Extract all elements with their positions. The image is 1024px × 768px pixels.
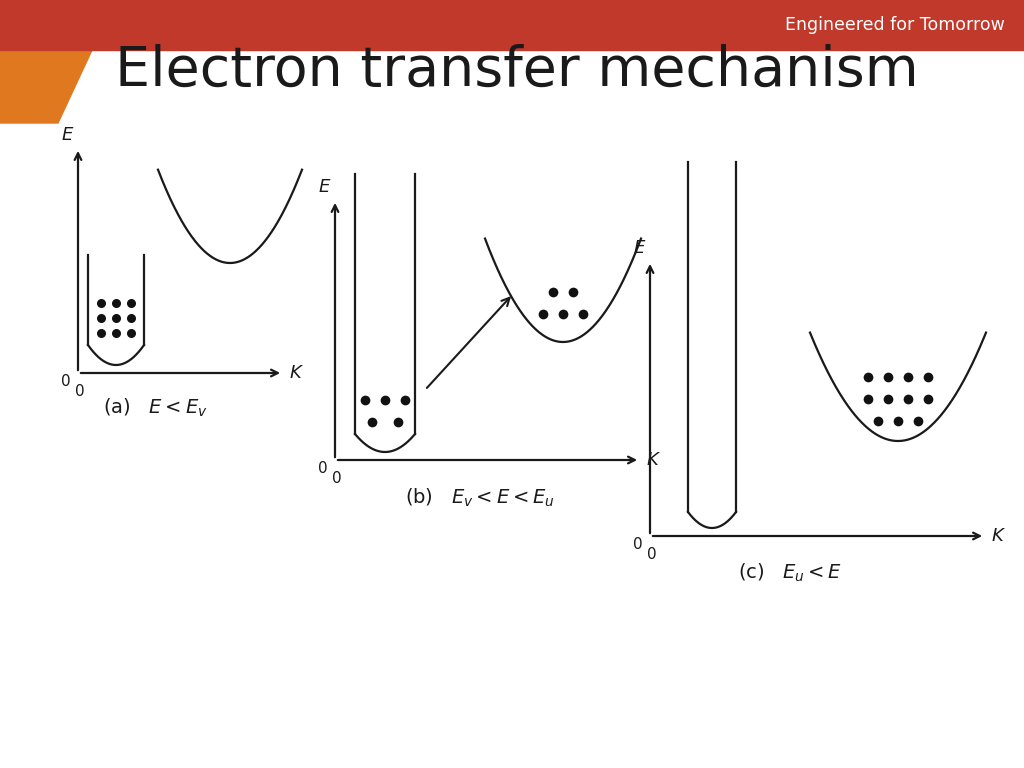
Text: 0: 0 bbox=[647, 547, 656, 562]
Text: Electron transfer mechanism: Electron transfer mechanism bbox=[115, 44, 919, 98]
Text: 0: 0 bbox=[332, 471, 342, 486]
Text: (a)   $E < E_v$: (a) $E < E_v$ bbox=[102, 397, 207, 419]
Text: (c)   $E_u < E$: (c) $E_u < E$ bbox=[738, 562, 842, 584]
Polygon shape bbox=[0, 50, 92, 123]
Text: $E$: $E$ bbox=[633, 239, 647, 257]
Text: 0: 0 bbox=[61, 374, 71, 389]
Bar bbox=[90, 0, 1024, 50]
Text: $E$: $E$ bbox=[318, 178, 332, 196]
Text: Engineered for Tomorrow: Engineered for Tomorrow bbox=[785, 16, 1005, 34]
Text: $K$: $K$ bbox=[646, 451, 662, 469]
Text: (b)   $E_v < E < E_u$: (b) $E_v < E < E_u$ bbox=[406, 487, 555, 509]
Bar bbox=[0, 0, 92, 50]
Text: 0: 0 bbox=[634, 537, 643, 552]
Text: $E$: $E$ bbox=[61, 126, 75, 144]
Text: 0: 0 bbox=[75, 384, 85, 399]
Text: $K$: $K$ bbox=[991, 527, 1006, 545]
Text: 0: 0 bbox=[318, 461, 328, 476]
Text: $K$: $K$ bbox=[289, 364, 304, 382]
